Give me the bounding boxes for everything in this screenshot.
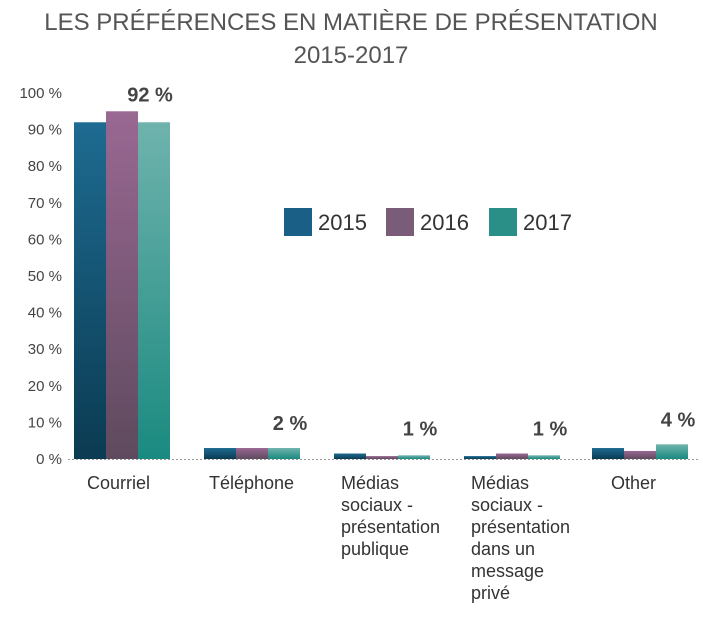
- bar-2015-cat-0: [74, 122, 106, 459]
- bar-2016-cat-0: [106, 111, 138, 460]
- bar-2017-cat-4: [656, 444, 688, 459]
- bar-2017-cat-1: [268, 448, 300, 459]
- legend-label-2015: 2015: [318, 210, 367, 235]
- bar-2015-cat-2: [334, 453, 366, 459]
- data-label: 1 %: [403, 419, 438, 441]
- bar-2017-cat-3: [528, 455, 560, 459]
- data-label: 1 %: [533, 419, 568, 441]
- legend-swatch-2016: [386, 208, 414, 236]
- x-category-label: Other: [611, 473, 656, 493]
- y-tick-label: 80 %: [28, 158, 62, 175]
- y-tick-label: 40 %: [28, 305, 62, 322]
- legend: 2015 2016 2017: [284, 208, 572, 236]
- y-tick-label: 30 %: [28, 341, 62, 358]
- bar-2017-cat-0: [138, 122, 170, 459]
- x-category-label: Téléphone: [209, 473, 294, 493]
- data-label: 2 %: [273, 413, 308, 435]
- data-label: 4 %: [661, 409, 696, 431]
- x-axis-categories: Courriel Téléphone Médias sociaux -présenta…: [87, 473, 656, 603]
- legend-label-2017: 2017: [523, 210, 572, 235]
- x-category-label: Médias sociaux -présentation publique: [341, 473, 440, 559]
- bar-2017-cat-2: [398, 455, 430, 459]
- y-tick-label: 60 %: [28, 231, 62, 248]
- bars: [74, 111, 688, 460]
- y-tick-label: 20 %: [28, 378, 62, 395]
- chart-title-line-2: 2015-2017: [294, 42, 409, 69]
- data-label: 92 %: [127, 84, 173, 106]
- data-labels: 92 % 2 % 1 % 1 % 4 %: [127, 84, 695, 440]
- x-category-label: Courriel: [87, 473, 150, 493]
- bar-2016-cat-1: [236, 448, 268, 459]
- y-axis: 0 % 10 % 20 % 30 % 40 % 50 % 60 % 70 % 80 % 90 % 1…: [19, 85, 62, 468]
- legend-swatch-2015: [284, 208, 312, 236]
- bar-2016-cat-4: [624, 450, 656, 459]
- x-category-label: Médias sociaux -présentation dans un messag…: [471, 473, 570, 603]
- y-tick-label: 100 %: [19, 85, 62, 102]
- y-tick-label: 90 %: [28, 122, 62, 139]
- y-tick-label: 50 %: [28, 268, 62, 285]
- y-tick-label: 10 %: [28, 414, 62, 431]
- bar-2015-cat-3: [464, 456, 496, 459]
- legend-swatch-2017: [489, 208, 517, 236]
- bar-2015-cat-1: [204, 448, 236, 459]
- bar-2016-cat-3: [496, 453, 528, 459]
- y-tick-label: 0 %: [36, 451, 62, 468]
- legend-label-2016: 2016: [420, 210, 469, 235]
- bar-2016-cat-2: [366, 456, 398, 459]
- chart-title-line-1: LES PRÉFÉRENCES EN MATIÈRE DE PRÉSENTATI…: [44, 9, 657, 36]
- y-tick-label: 70 %: [28, 195, 62, 212]
- bar-2015-cat-4: [592, 448, 624, 459]
